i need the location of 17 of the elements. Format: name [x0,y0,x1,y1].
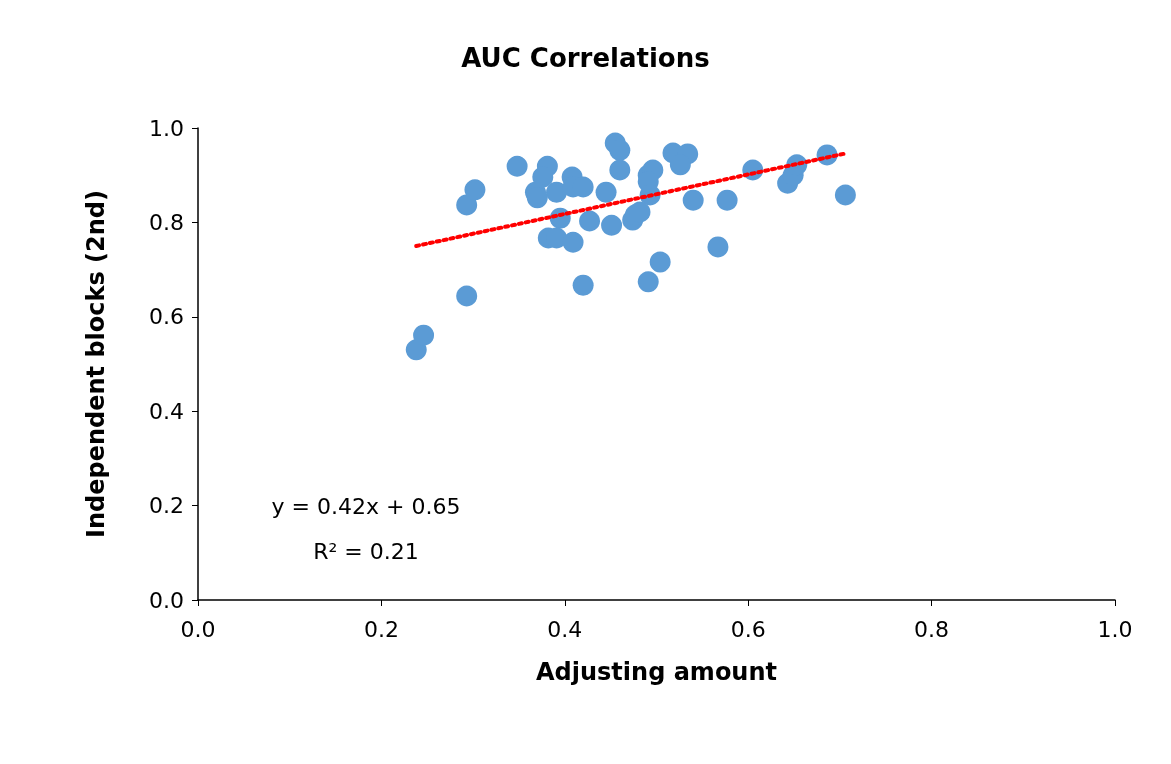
x-axis-title: Adjusting amount [535,658,778,686]
x-tick-label: 0.2 [363,616,399,642]
y-tick-label: 0.0 [149,587,184,613]
x-tick-label: 0.0 [180,616,216,642]
y-tick-label: 0.6 [149,304,184,330]
x-tick-label: 0.6 [730,616,766,642]
x-tick-label: 0.8 [914,616,950,642]
y-axis-title: Independent blocks (2nd) [82,189,110,539]
chart-title: AUC Correlations [461,43,710,73]
y-tick-label: 0.4 [149,398,184,424]
x-tick-label: 0.4 [547,616,583,642]
y-tick-label: 1.0 [149,115,184,141]
annotation: R² = 0.21 [313,538,419,564]
y-tick-label: 0.8 [149,209,184,235]
annotation: y = 0.42x + 0.65 [271,493,461,519]
x-tick-label: 1.0 [1097,616,1133,642]
y-tick-label: 0.2 [149,493,184,519]
